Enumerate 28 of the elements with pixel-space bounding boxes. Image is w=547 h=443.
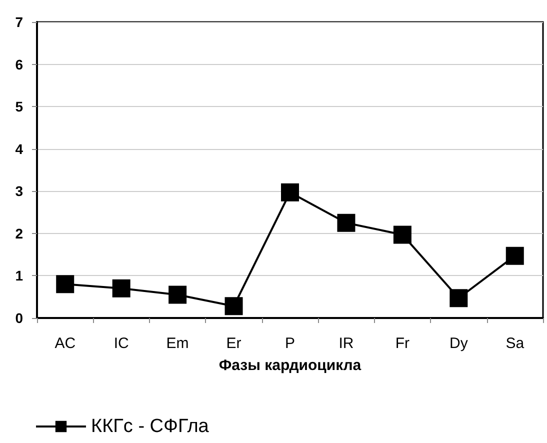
y-tick-label: 6 <box>15 56 24 72</box>
x-tick-label: Dy <box>449 335 468 352</box>
x-tick-label: IR <box>338 335 354 352</box>
x-tick-label: IC <box>114 335 129 352</box>
x-axis-title: Фазы кардиоцикла <box>218 357 362 374</box>
x-tick-label: Er <box>226 335 242 352</box>
y-tick-label: 7 <box>15 14 24 30</box>
y-tick-label: 4 <box>15 140 24 157</box>
y-tick-label: 0 <box>15 310 24 326</box>
point <box>506 246 524 265</box>
point <box>281 183 299 202</box>
point <box>56 275 74 294</box>
y-tick-label: 5 <box>15 98 24 115</box>
point <box>224 297 243 316</box>
x-tick-label: AC <box>54 335 76 352</box>
x-tick-label: Sa <box>506 335 525 352</box>
x-tick-label: Fr <box>395 335 410 352</box>
y-tick-label: 2 <box>15 225 24 242</box>
point <box>450 289 468 308</box>
y-tick-label: 3 <box>15 183 24 200</box>
legend-label: ККГс - СФГла <box>91 416 210 437</box>
point <box>393 226 412 244</box>
y-tick-label: 1 <box>15 268 24 284</box>
x-tick-label: P <box>284 335 296 352</box>
point <box>337 214 356 232</box>
x-tick-label: Em <box>166 335 189 352</box>
point <box>112 279 130 298</box>
point <box>168 286 187 304</box>
